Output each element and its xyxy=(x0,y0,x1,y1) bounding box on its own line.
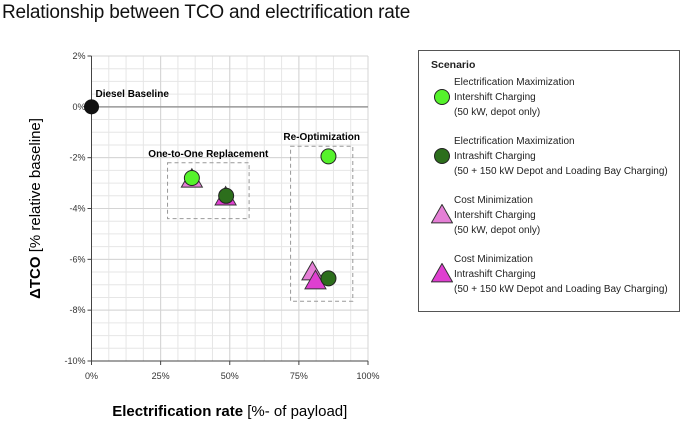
y-axis-label-bold: ΔTCO xyxy=(27,256,44,299)
x-tick-label: 100% xyxy=(356,371,379,381)
y-tick-label: -8% xyxy=(69,305,85,315)
x-tick-label: 25% xyxy=(152,371,170,381)
legend-label-line: Cost Minimization xyxy=(454,254,533,265)
data-point-circle xyxy=(218,187,235,204)
triangle-icon xyxy=(431,263,453,283)
x-tick-label: 75% xyxy=(290,371,308,381)
group-box xyxy=(290,145,354,302)
circle-icon xyxy=(434,89,450,105)
data-point-circle xyxy=(320,148,337,165)
legend-label-line: Intershift Charging xyxy=(454,210,536,221)
chart-title: Relationship between TCO and electrifica… xyxy=(2,2,411,23)
y-tick-label: -6% xyxy=(69,254,85,264)
x-axis-label: Electrification rate [%- of payload] xyxy=(112,403,347,420)
legend-label-line: Intershift Charging xyxy=(454,92,536,103)
y-tick-label: -4% xyxy=(69,204,85,214)
data-point-circle xyxy=(183,170,200,186)
x-axis-label-bold: Electrification rate xyxy=(112,403,243,420)
legend-label-line: Cost Minimization xyxy=(454,195,533,206)
y-tick-label: 0% xyxy=(72,102,85,112)
y-axis-label: ΔTCO [% relative baseline] xyxy=(27,118,44,299)
y-tick-label: -2% xyxy=(69,153,85,163)
y-tick-label: 2% xyxy=(72,51,85,61)
y-tick-label: -10% xyxy=(64,356,85,366)
triangle-icon xyxy=(431,204,453,224)
legend-label-line: (50 kW, depot only) xyxy=(454,225,541,236)
legend: Scenario Electrification Maximization Int… xyxy=(418,50,680,312)
circle-icon xyxy=(434,148,450,164)
legend-label-line: Intrashift Charging xyxy=(454,269,536,280)
legend-title: Scenario xyxy=(431,59,476,71)
legend-label: Electrification Maximization Intrashift C… xyxy=(454,134,668,179)
group-label: Re-Optimization xyxy=(283,132,360,143)
legend-label-line: Electrification Maximization xyxy=(454,77,575,88)
legend-marker-triangle xyxy=(431,263,453,283)
legend-label-line: Intrashift Charging xyxy=(454,151,536,162)
baseline-point xyxy=(84,99,99,115)
data-point-circle xyxy=(320,270,337,287)
legend-label-line: (50 + 150 kW Depot and Loading Bay Charg… xyxy=(454,284,668,295)
y-axis-label-unit: [% relative baseline] xyxy=(27,118,44,256)
legend-label: Cost Minimization Intershift Charging (50 … xyxy=(454,193,540,238)
baseline-label: Diesel Baseline xyxy=(96,89,170,100)
group-box xyxy=(167,162,250,220)
legend-label-line: Electrification Maximization xyxy=(454,136,575,147)
x-tick-label: 50% xyxy=(221,371,239,381)
legend-marker-circle xyxy=(434,89,450,105)
x-tick-label: 0% xyxy=(85,371,98,381)
legend-marker-triangle xyxy=(431,204,453,224)
legend-label: Cost Minimization Intrashift Charging (50 … xyxy=(454,252,668,297)
legend-label-line: (50 kW, depot only) xyxy=(454,107,541,118)
legend-marker-circle xyxy=(434,148,450,164)
legend-label: Electrification Maximization Intershift C… xyxy=(454,75,575,120)
legend-label-line: (50 + 150 kW Depot and Loading Bay Charg… xyxy=(454,166,668,177)
x-axis-label-unit: [%- of payload] xyxy=(243,403,347,420)
group-label: One-to-One Replacement xyxy=(148,149,269,160)
